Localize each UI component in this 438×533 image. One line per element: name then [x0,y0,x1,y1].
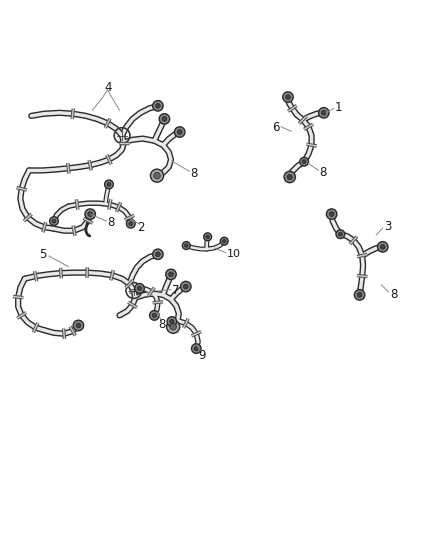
Circle shape [162,117,167,122]
Circle shape [150,169,163,182]
Circle shape [166,320,180,333]
Circle shape [380,245,385,249]
Circle shape [223,239,226,243]
Text: 2: 2 [137,221,144,233]
Circle shape [169,272,173,277]
Circle shape [85,209,95,220]
Circle shape [88,212,92,216]
Circle shape [336,230,345,239]
Circle shape [300,157,308,166]
Circle shape [135,284,145,293]
Circle shape [318,108,329,118]
Circle shape [184,244,188,247]
Circle shape [73,320,84,330]
Circle shape [167,317,177,326]
Circle shape [49,217,58,225]
Text: 8: 8 [108,216,115,229]
Circle shape [326,209,337,220]
Circle shape [127,220,135,228]
Circle shape [170,324,177,330]
Circle shape [321,110,326,115]
Circle shape [283,92,293,102]
Circle shape [220,237,228,245]
Circle shape [159,114,170,124]
Circle shape [105,180,113,189]
Text: 5: 5 [39,248,46,261]
Circle shape [166,269,176,280]
Circle shape [177,130,182,134]
Circle shape [206,235,209,239]
Circle shape [150,311,159,320]
Circle shape [204,233,212,241]
Circle shape [174,127,185,138]
Circle shape [152,101,163,111]
Circle shape [357,293,362,297]
Circle shape [302,160,306,164]
Circle shape [154,172,160,179]
Text: 8: 8 [390,288,398,301]
Text: 7: 7 [172,284,179,297]
Circle shape [287,174,292,180]
Text: 8: 8 [319,166,327,179]
Text: 6: 6 [272,121,279,134]
Circle shape [129,222,133,225]
Text: 9: 9 [199,349,206,362]
Circle shape [191,344,201,353]
Circle shape [76,323,81,328]
Circle shape [155,103,160,108]
Text: 3: 3 [384,220,392,233]
Circle shape [339,232,343,236]
Circle shape [170,319,174,324]
Text: 10: 10 [227,249,241,259]
Circle shape [182,241,190,249]
Circle shape [354,289,365,300]
Text: 8: 8 [191,167,198,180]
Circle shape [152,249,163,260]
Circle shape [329,212,334,216]
Circle shape [52,219,56,223]
Circle shape [184,284,188,289]
Circle shape [284,171,295,183]
Circle shape [152,313,156,318]
Text: 8: 8 [159,318,166,330]
Text: 4: 4 [104,81,111,94]
Circle shape [378,241,388,252]
Circle shape [180,281,191,292]
Circle shape [286,95,290,100]
Circle shape [107,182,111,187]
Text: 1: 1 [335,101,342,114]
Circle shape [138,286,142,290]
Circle shape [155,252,160,256]
Circle shape [194,346,198,351]
